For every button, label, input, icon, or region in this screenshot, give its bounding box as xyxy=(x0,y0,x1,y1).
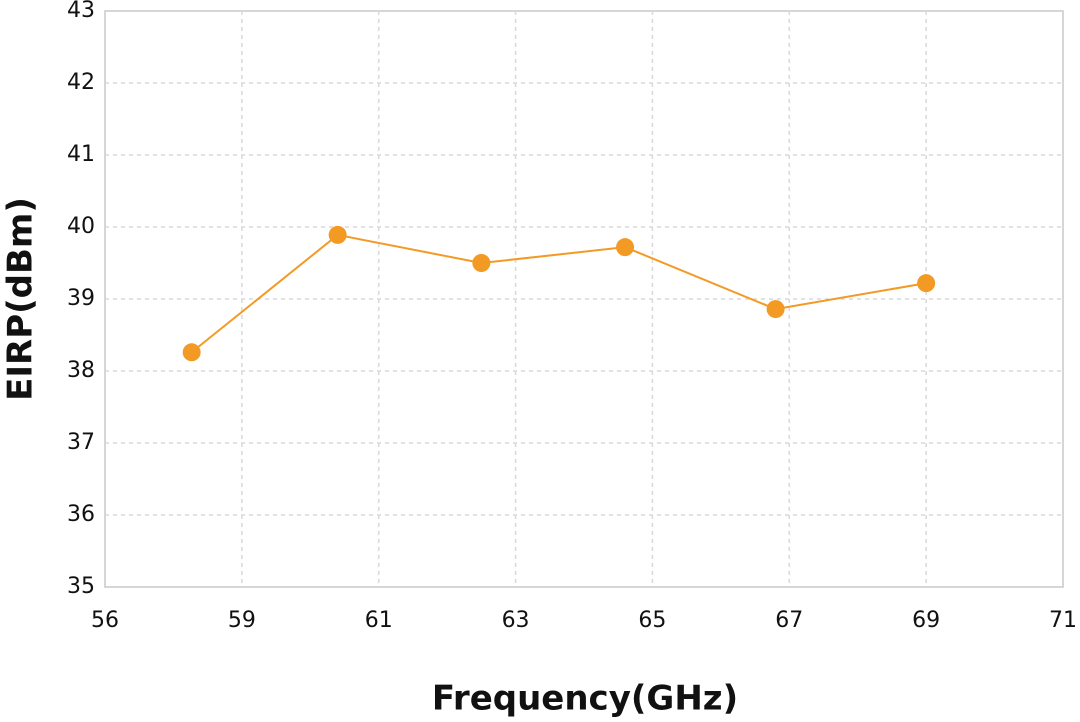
data-point xyxy=(917,274,936,293)
x-tick-label: 65 xyxy=(638,608,666,633)
y-tick-label: 40 xyxy=(67,214,95,239)
x-axis-title: Frequency(GHz) xyxy=(432,679,738,719)
y-tick-label: 36 xyxy=(67,502,95,527)
x-tick-label: 59 xyxy=(228,608,256,633)
x-tick-label: 69 xyxy=(912,608,940,633)
data-point xyxy=(766,300,785,319)
x-tick-label: 67 xyxy=(775,608,803,633)
y-tick-label: 42 xyxy=(67,70,95,95)
data-point xyxy=(328,225,347,244)
data-point xyxy=(182,343,201,362)
y-axis-title: EIRP(dBm) xyxy=(1,197,41,401)
plot-frame xyxy=(104,10,1064,588)
y-tick-label: 35 xyxy=(67,574,95,599)
data-point xyxy=(616,238,635,257)
y-tick-label: 43 xyxy=(67,0,95,23)
x-tick-label: 61 xyxy=(365,608,393,633)
y-tick-label: 37 xyxy=(67,430,95,455)
series-line xyxy=(191,233,927,354)
y-tick-label: 39 xyxy=(67,286,95,311)
y-tick-label: 38 xyxy=(67,358,95,383)
x-tick-label: 56 xyxy=(91,608,119,633)
data-point xyxy=(472,254,491,272)
x-tick-label: 63 xyxy=(502,608,530,633)
x-tick-label: 71 xyxy=(1049,608,1077,633)
y-tick-label: 41 xyxy=(67,142,95,167)
